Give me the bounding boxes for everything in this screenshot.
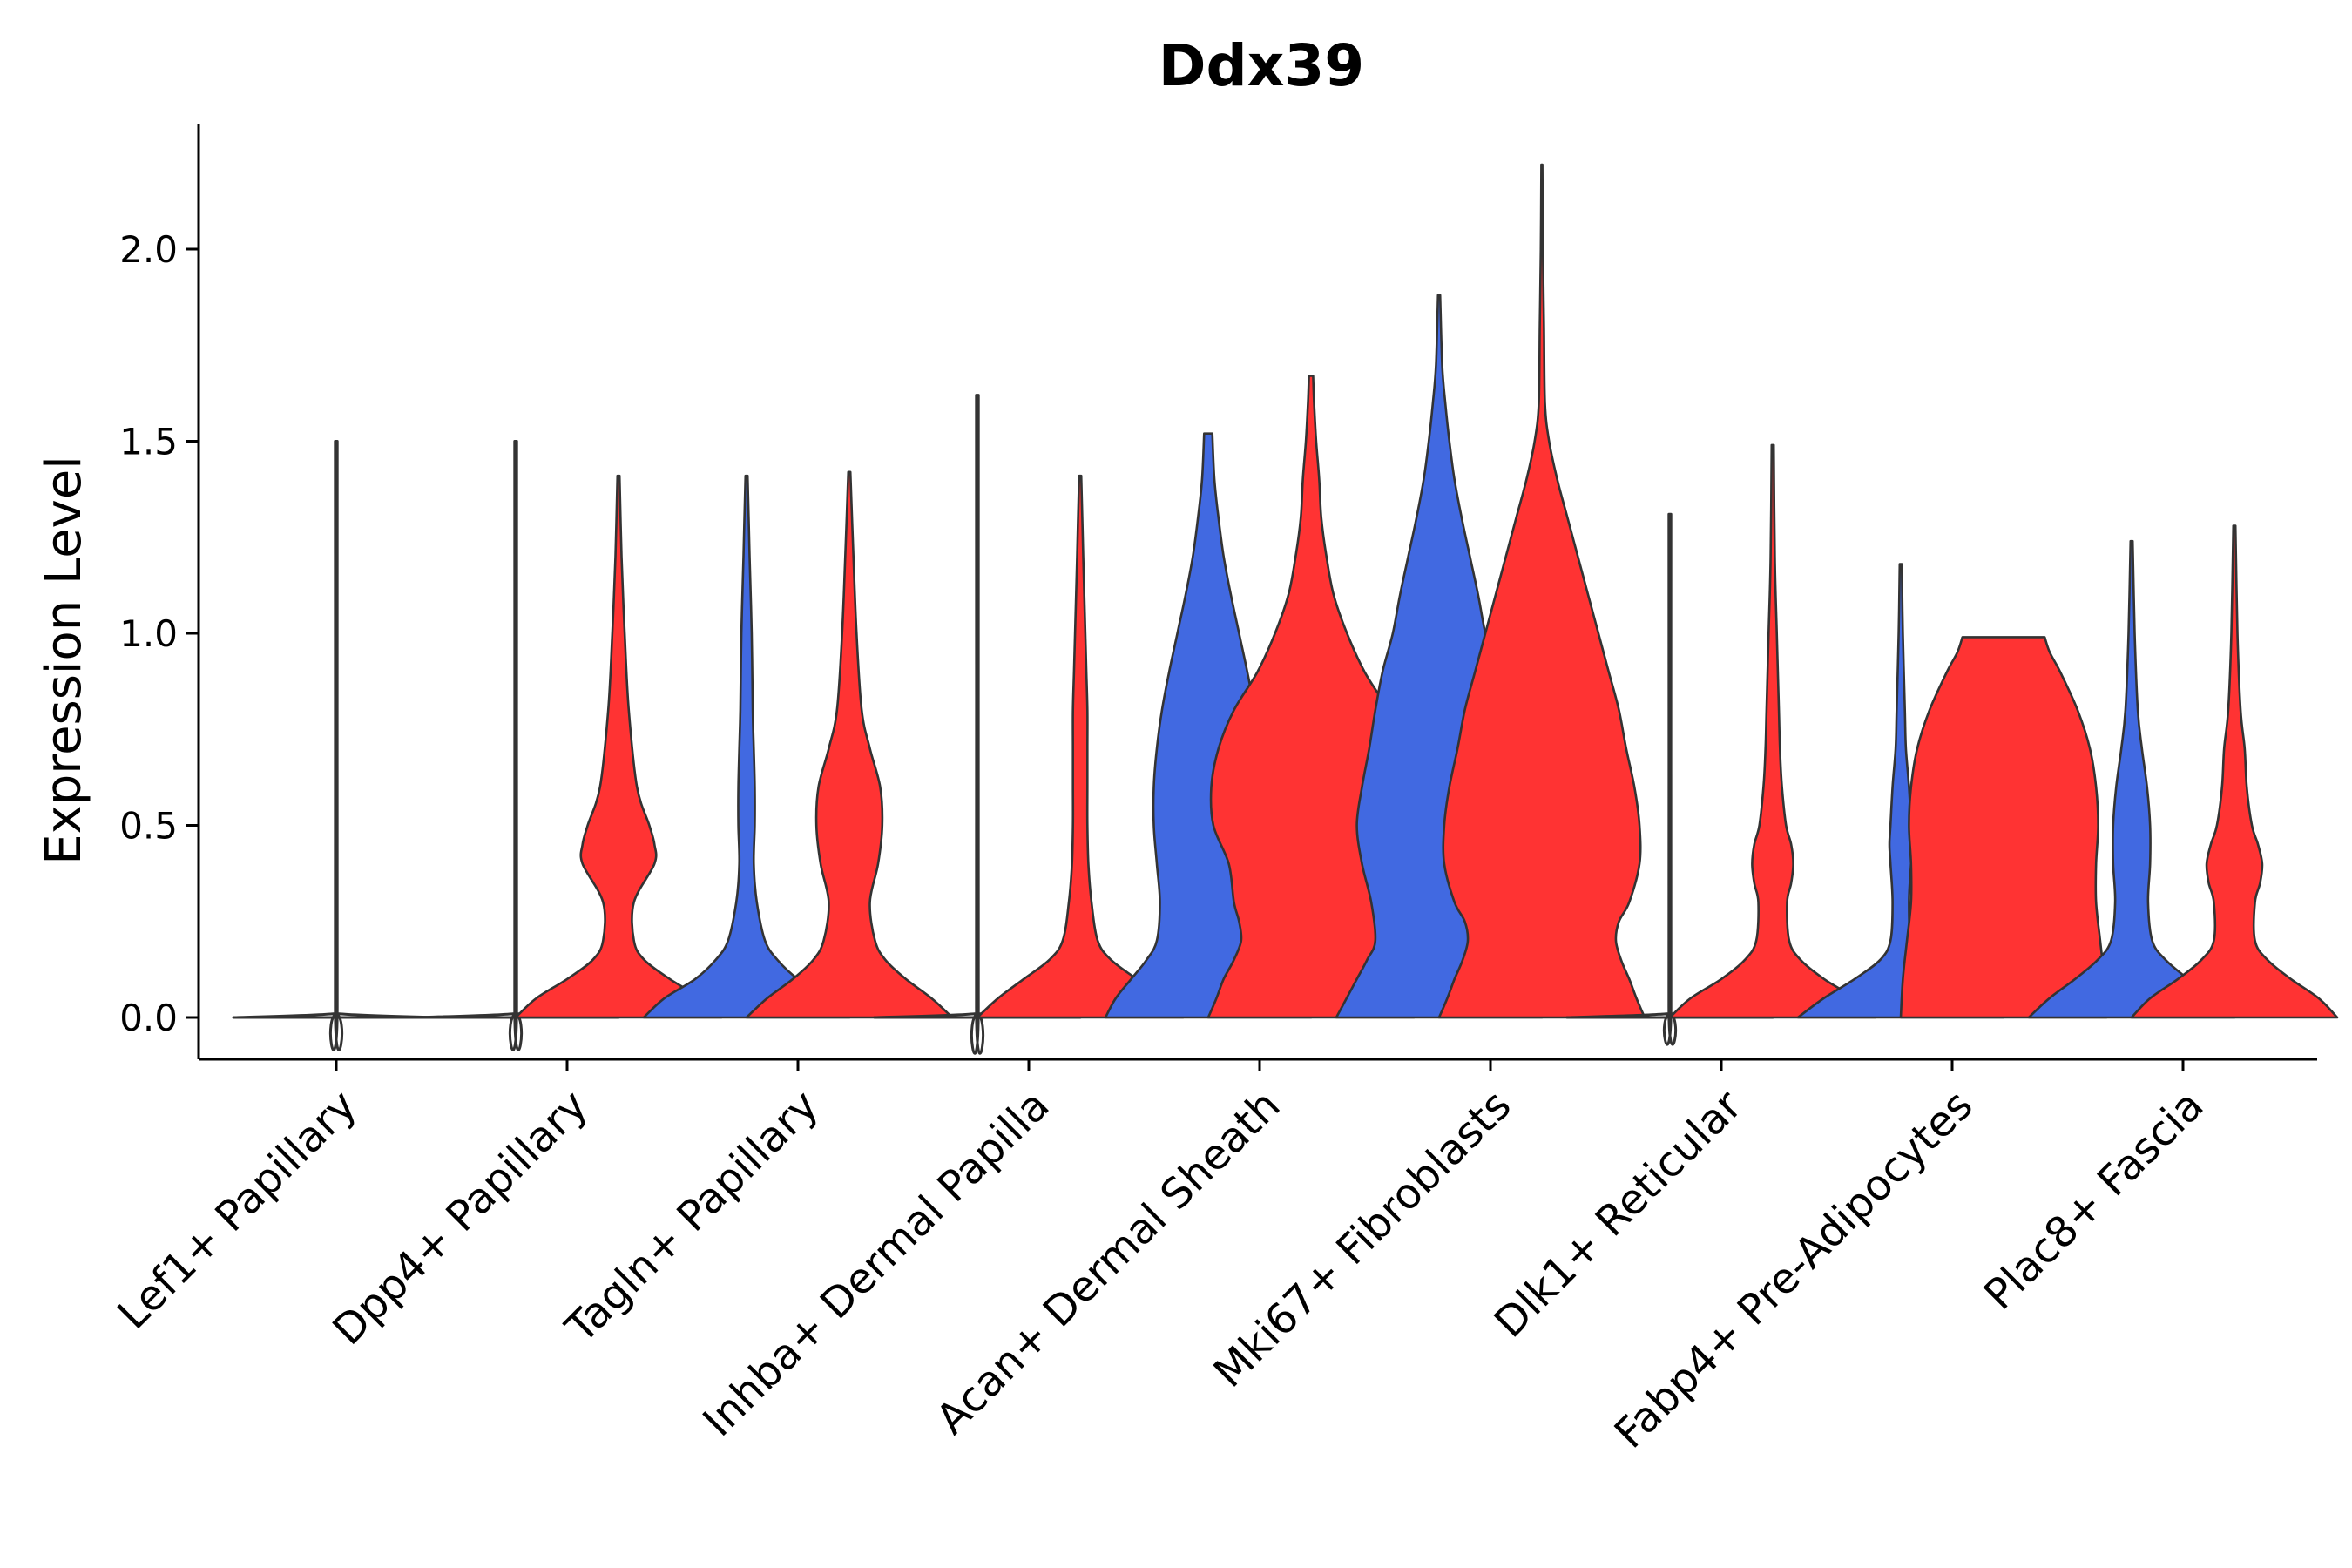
violin-tagln-papillary-left — [642, 474, 851, 1019]
x-category-label: Lef1+ Papillary — [109, 1081, 367, 1339]
y-tick-label: 1.5 — [119, 421, 178, 463]
chart-title: Ddx39 — [1159, 32, 1364, 99]
y-tick-label: 0.0 — [119, 997, 178, 1039]
violin-dpp4-papillary-right — [514, 474, 723, 1019]
y-tick-label: 0.5 — [119, 805, 178, 848]
violin-dlk1-reticular-left — [1565, 512, 1774, 1046]
y-axis-label: Expression Level — [36, 456, 92, 865]
violin-mki67-fibroblasts-right — [1437, 163, 1646, 1019]
violins-layer — [232, 163, 2339, 1055]
y-tick-label: 1.0 — [119, 612, 178, 655]
violin-dpp4-papillary-left — [411, 440, 620, 1051]
violin-tagln-papillary-right — [745, 470, 954, 1019]
x-category-label: Plac8+ Fascia — [1975, 1081, 2213, 1320]
violin-inhba-dermal-papilla-left — [873, 394, 1082, 1055]
y-tick-label: 2.0 — [119, 228, 178, 271]
x-category-label: Dlk1+ Reticular — [1485, 1081, 1752, 1348]
violin-fabp4-pre-adipocytes-right — [1899, 636, 2108, 1019]
violin-inhba-dermal-papilla-right — [976, 474, 1185, 1019]
x-category-label: Dpp4+ Papillary — [323, 1081, 597, 1355]
violin-lef1-papillary-center — [232, 440, 441, 1051]
x-category-label: Tagln+ Papillary — [556, 1081, 828, 1353]
violin-plac8-fascia-right — [2130, 524, 2339, 1019]
violin-plac8-fascia-left — [2027, 539, 2236, 1019]
violin-dlk1-reticular-right — [1668, 443, 1877, 1019]
